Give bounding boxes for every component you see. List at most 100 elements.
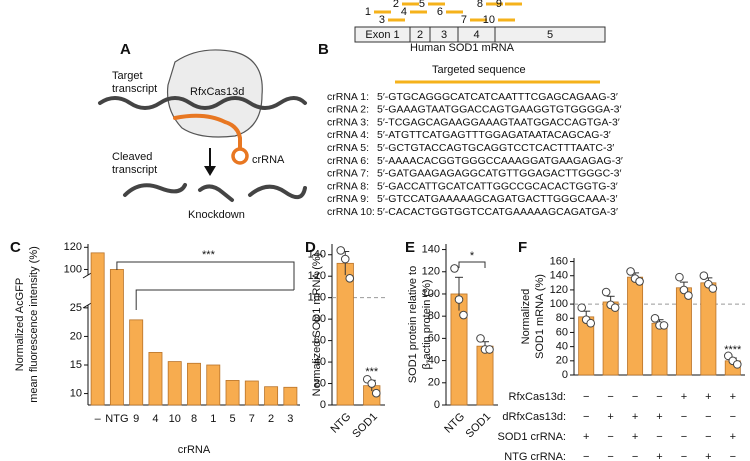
site-label: 1 [365, 6, 371, 18]
crrna-sequence: 5′-GCTGTACCAGTGCAGGTCCTCACTTTAATC-3′ [377, 142, 614, 154]
crrna-sequence: 5′-GACCATTGCATCATTGGCCGCACACTGGTG-3′ [377, 180, 618, 192]
data-point [340, 254, 350, 264]
significance: * [470, 250, 475, 262]
y-tick-label: 40 [556, 341, 568, 353]
condition-mark: − [730, 451, 736, 461]
y-tick-label: 20 [428, 377, 440, 389]
label: Cleaved [112, 151, 152, 163]
bracket [135, 289, 294, 310]
data-point [708, 284, 718, 293]
significance: *** [365, 366, 379, 378]
x-tick-label: – [95, 413, 102, 425]
crrna-sequence: 5′-GATGAAGAGAGGCATGTTGGAGACTTGGGC-3′ [377, 168, 622, 180]
condition-mark: − [705, 431, 711, 443]
bar [700, 282, 717, 376]
data-point [659, 321, 669, 330]
y-tick-label: 25 [70, 302, 82, 314]
condition-mark: − [632, 451, 638, 461]
y-tick-label: 15 [70, 359, 82, 371]
data-point [345, 274, 355, 283]
bar [264, 386, 279, 406]
crrna-label: crRNA 4: [327, 129, 369, 141]
panel-label: F [518, 239, 527, 256]
label: transcript [112, 164, 157, 176]
x-tick-label: 8 [191, 413, 197, 425]
site-label: 9 [496, 0, 502, 10]
condition-mark: − [681, 451, 687, 461]
condition-mark: − [681, 431, 687, 443]
condition-mark: + [705, 391, 711, 403]
x-tick-label: SOD1 [350, 411, 380, 441]
data-point [336, 246, 346, 255]
bar [476, 345, 494, 406]
condition-mark: − [607, 451, 613, 461]
x-tick-label: 1 [210, 413, 216, 425]
condition-label: RfxCas13d: [509, 391, 566, 403]
y-tick-label: 40 [428, 354, 440, 366]
data-point [675, 272, 684, 282]
bar [148, 352, 163, 406]
condition-mark: + [656, 411, 662, 423]
y-axis-label: Normalized SOD1 mRNA (%) [311, 253, 323, 397]
crrna-label: crRNA 3: [327, 116, 369, 128]
y-axis-label: Normalized AcGFP [14, 278, 26, 372]
y-tick-label: 120 [64, 241, 82, 253]
significance: *** [202, 249, 216, 261]
exon-label: 5 [547, 29, 553, 41]
bar [602, 301, 619, 376]
condition-mark: + [730, 431, 736, 443]
data-point [679, 285, 689, 295]
data-point [371, 388, 381, 398]
crrna-label: crRNA 5: [327, 142, 369, 154]
exon-label: 2 [417, 29, 423, 41]
crrna-sequence: 5′-GTGCAGGGCATCATCAATTTCGAGCAGAAG-3′ [377, 91, 618, 103]
bar [90, 252, 105, 406]
condition-mark: + [705, 451, 711, 461]
x-tick-label: SOD1 [463, 411, 493, 441]
fragment [123, 183, 187, 197]
crrna-label: crRNA 2: [327, 104, 369, 116]
condition-mark: − [681, 411, 687, 423]
condition-mark: + [632, 411, 638, 423]
bar [225, 380, 240, 406]
condition-mark: + [607, 411, 613, 423]
y-tick-label: 0 [320, 399, 326, 411]
site-label: 2 [393, 0, 399, 10]
condition-label: NTG crRNA: [504, 451, 566, 461]
exon-label: 4 [473, 29, 479, 41]
label: RfxCas13d [190, 86, 244, 98]
label: transcript [112, 83, 157, 95]
y-tick-label: 60 [314, 335, 326, 347]
y-tick-label: 140 [422, 243, 440, 255]
bracket [116, 261, 295, 290]
condition-mark: − [583, 391, 589, 403]
x-tick-label: 10 [169, 413, 181, 425]
exon-label: 3 [441, 29, 447, 41]
y-tick-label: 120 [550, 284, 568, 296]
y-tick-label: 100 [550, 298, 568, 310]
gene-label: Human SOD1 mRNA [410, 42, 515, 54]
data-point [485, 345, 494, 354]
label: crRNA [252, 154, 285, 166]
target-transcript [98, 96, 307, 110]
bar [336, 262, 354, 406]
data-point [476, 334, 485, 343]
condition-mark: + [681, 391, 687, 403]
x-tick-label: 2 [268, 413, 274, 425]
bar [187, 362, 201, 406]
bracket [458, 261, 486, 268]
crrna-label: crRNA 9: [327, 193, 369, 205]
y-tick-label: 20 [314, 377, 326, 389]
data-point [699, 271, 709, 281]
bar [675, 287, 692, 376]
site-label: 3 [379, 14, 385, 26]
condition-mark: + [583, 431, 589, 443]
significance: **** [724, 344, 742, 356]
panel-label: D [305, 239, 316, 256]
panel-label: C [10, 239, 21, 256]
y-tick-label: 80 [556, 312, 568, 324]
y-tick-label: 0 [434, 399, 440, 411]
targeted-label: Targeted sequence [432, 64, 526, 76]
y-tick-label: 20 [556, 355, 568, 367]
